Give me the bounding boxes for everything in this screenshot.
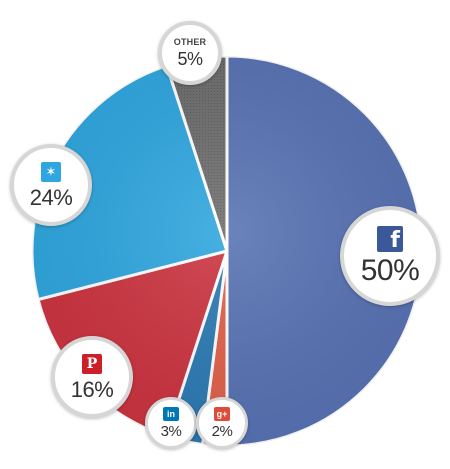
linkedin-value-label: 3% <box>160 423 182 440</box>
other-badge: OTHER 5% <box>158 21 222 85</box>
pinterest-badge: P 16% <box>51 336 133 418</box>
other-label: OTHER <box>173 37 207 47</box>
linkedin-badge: in 3% <box>145 397 197 449</box>
facebook-icon: f <box>377 226 403 252</box>
twitter-icon: ✶ <box>41 161 61 182</box>
pinterest-value-label: 16% <box>70 376 114 402</box>
google-plus-icon: g+ <box>214 407 230 421</box>
pinterest-icon: P <box>82 353 102 374</box>
facebook-badge: f 50% <box>340 206 440 306</box>
google-plus-badge: g+ 2% <box>196 397 248 449</box>
google-plus-value-label: 2% <box>211 423 233 440</box>
twitter-badge: ✶ 24% <box>10 144 92 226</box>
linkedin-icon: in <box>163 407 179 421</box>
facebook-value-label: 50% <box>360 254 420 287</box>
twitter-value-label: 24% <box>29 184 73 210</box>
other-value-label: 5% <box>177 49 203 69</box>
